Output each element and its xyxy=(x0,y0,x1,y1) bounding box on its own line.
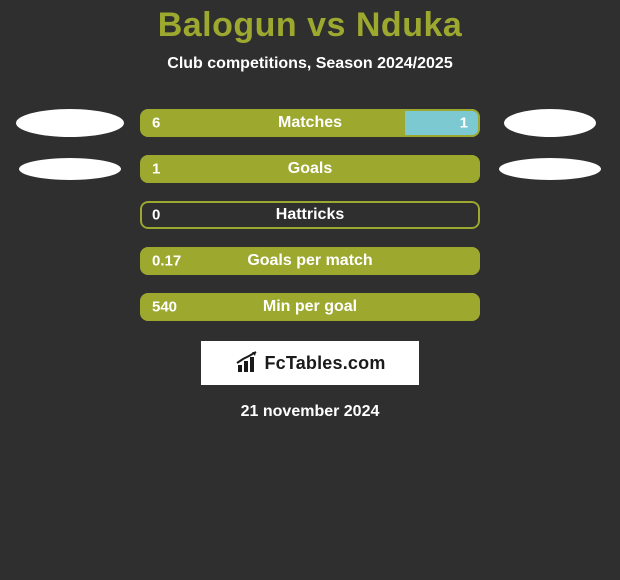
player1-fill xyxy=(140,109,405,137)
stat-bar: 6 1 Matches xyxy=(140,109,480,137)
left-slot xyxy=(0,158,140,180)
right-slot xyxy=(480,158,620,180)
player2-fill xyxy=(405,109,480,137)
chart-icon xyxy=(234,351,262,375)
stat-label: Matches xyxy=(278,114,342,132)
left-slot xyxy=(0,109,140,137)
badge-text: FcTables.com xyxy=(264,353,385,374)
stat-row: 0.17 Goals per match xyxy=(0,247,620,275)
stat-bar: 0.17 Goals per match xyxy=(140,247,480,275)
player1-value: 6 xyxy=(152,115,160,132)
player1-value: 1 xyxy=(152,161,160,178)
page-title: Balogun vs Nduka xyxy=(0,0,620,45)
stat-label: Goals xyxy=(288,160,332,178)
stat-rows: 6 1 Matches 1 Goals 0 Hattricks 0.17 Goals per m… xyxy=(0,109,620,321)
player2-marker xyxy=(499,158,601,180)
comparison-infographic: Balogun vs Nduka Club competitions, Seas… xyxy=(0,0,620,580)
stat-bar: 540 Min per goal xyxy=(140,293,480,321)
page-subtitle: Club competitions, Season 2024/2025 xyxy=(0,55,620,73)
source-badge: FcTables.com xyxy=(201,341,419,385)
stat-row: 6 1 Matches xyxy=(0,109,620,137)
right-slot xyxy=(480,109,620,137)
player1-marker xyxy=(19,158,121,180)
stat-bar: 0 Hattricks xyxy=(140,201,480,229)
date-text: 21 november 2024 xyxy=(0,403,620,421)
stat-label: Goals per match xyxy=(247,252,372,270)
stat-label: Hattricks xyxy=(276,206,344,224)
stat-row: 1 Goals xyxy=(0,155,620,183)
player1-value: 0 xyxy=(152,207,160,224)
player1-value: 540 xyxy=(152,299,177,316)
stat-bar: 1 Goals xyxy=(140,155,480,183)
player2-value: 1 xyxy=(460,115,468,132)
stat-label: Min per goal xyxy=(263,298,357,316)
player2-marker xyxy=(504,109,596,137)
stat-row: 540 Min per goal xyxy=(0,293,620,321)
stat-row: 0 Hattricks xyxy=(0,201,620,229)
player1-marker xyxy=(16,109,124,137)
player1-value: 0.17 xyxy=(152,253,181,270)
